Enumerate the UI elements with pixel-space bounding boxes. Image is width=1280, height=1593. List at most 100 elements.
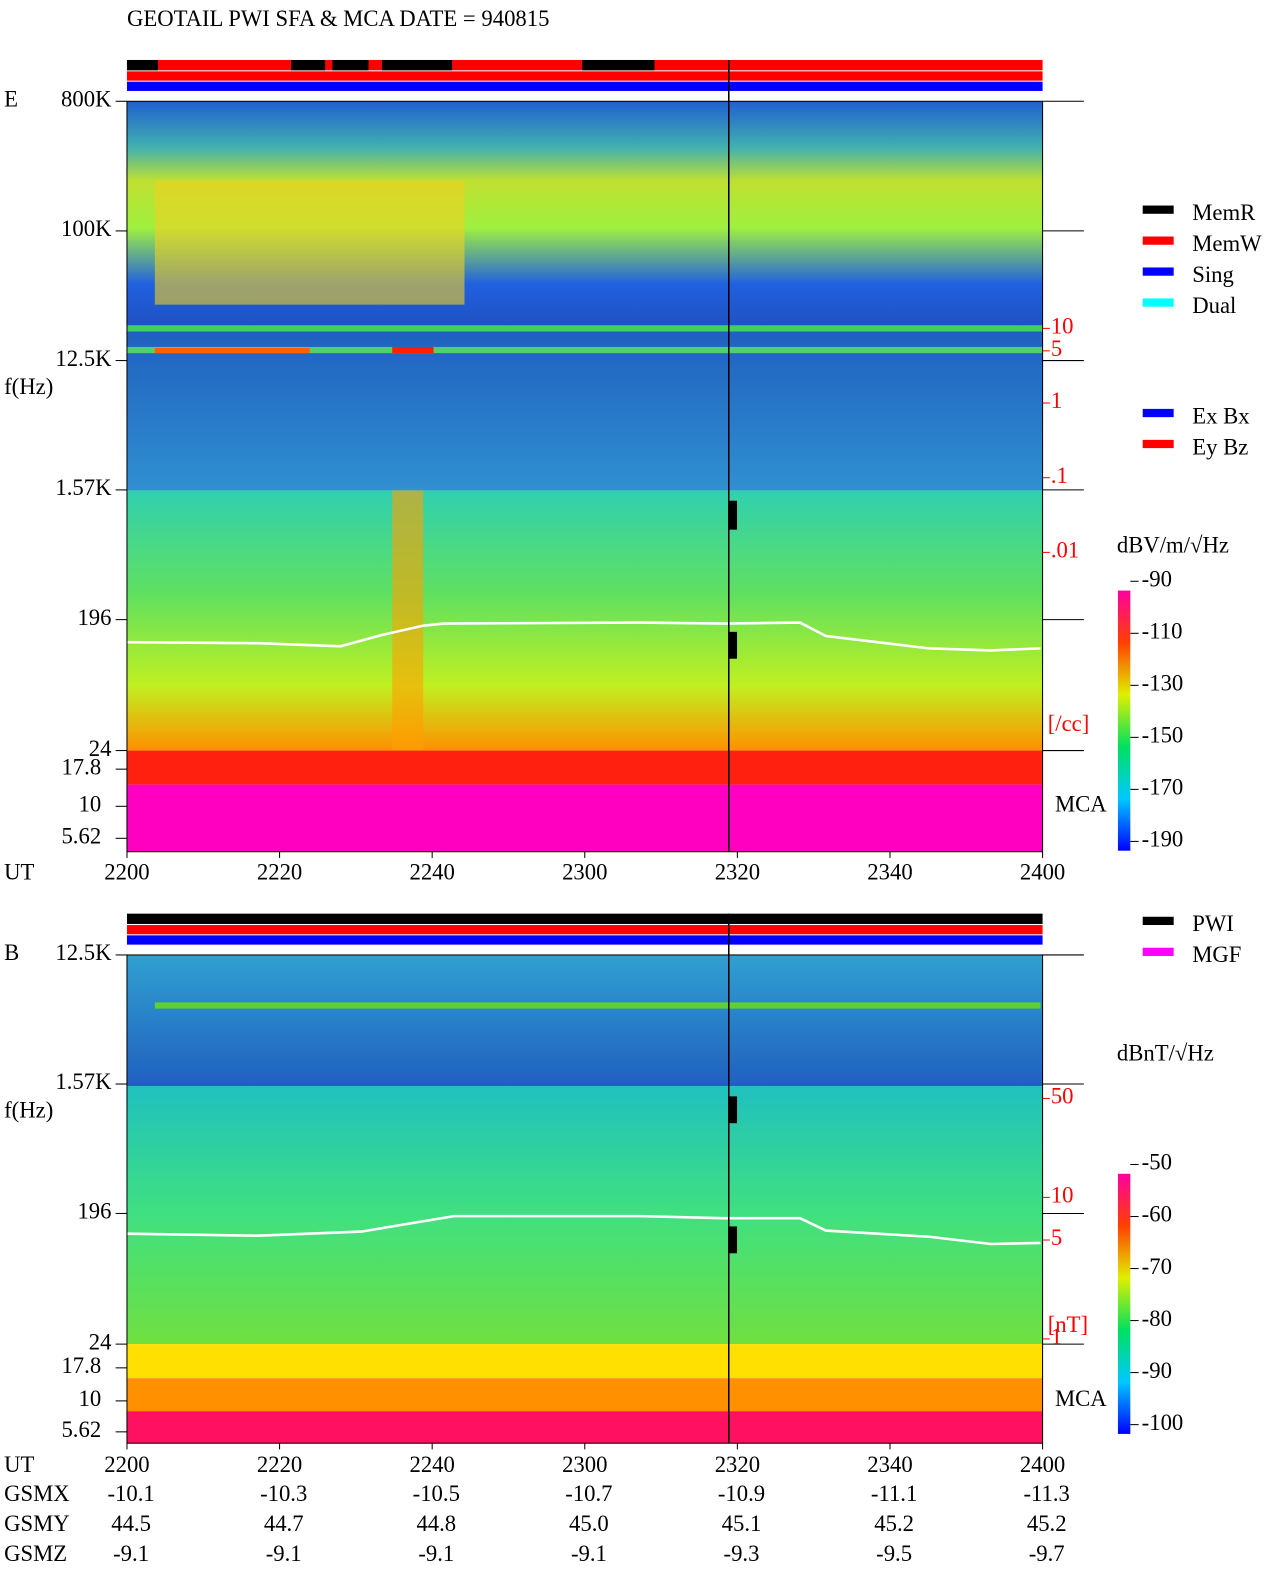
mca-label: MCA xyxy=(1055,1386,1107,1411)
y-tick-label: 24 xyxy=(89,1329,112,1354)
x-tick-label: 2200 xyxy=(104,1452,149,1477)
x-tick-label: 2240 xyxy=(409,1452,454,1477)
y-tick-label: 1.57K xyxy=(55,1069,112,1094)
right-tick-label: 5 xyxy=(1051,1225,1062,1250)
orbit-value: -10.5 xyxy=(413,1481,460,1506)
spectrogram-b xyxy=(126,913,1043,1444)
legend-label: MemR xyxy=(1192,200,1256,225)
orbit-value: -10.3 xyxy=(260,1481,307,1506)
legend-label: Sing xyxy=(1192,262,1234,287)
x-tick-label: 2240 xyxy=(409,860,454,885)
y-tick-label: 12.5K xyxy=(55,940,112,965)
spectrogram-e xyxy=(126,59,1043,852)
colorbar-tick-label: -50 xyxy=(1142,1150,1172,1175)
orbit-value: -11.1 xyxy=(871,1481,917,1506)
legend-swatch xyxy=(1142,267,1174,276)
x-tick-label: 2300 xyxy=(562,860,607,885)
right-tick-label: .1 xyxy=(1051,463,1068,488)
mca-tick-label: 5.62 xyxy=(61,1417,101,1442)
orbit-value: -10.9 xyxy=(718,1481,765,1506)
right-tick-label: 10 xyxy=(1051,314,1074,339)
plot-frame xyxy=(126,100,1044,853)
panel-label: E xyxy=(4,86,18,111)
x-tick-label: 2400 xyxy=(1020,860,1065,885)
orbit-value: 45.2 xyxy=(1027,1511,1067,1536)
orbit-value: 45.0 xyxy=(569,1511,609,1536)
colorbar-tick-label: -190 xyxy=(1142,827,1184,852)
right-unit: [/cc] xyxy=(1048,711,1090,736)
x-axis-label: UT xyxy=(4,1452,34,1477)
right-tick-label: 5 xyxy=(1051,336,1062,361)
legend-label: Dual xyxy=(1192,293,1236,318)
x-tick-label: 2320 xyxy=(715,1452,760,1477)
colorbar xyxy=(1117,590,1131,851)
right-tick-label: .01 xyxy=(1051,538,1079,563)
right-unit: [nT] xyxy=(1048,1312,1088,1337)
x-tick-label: 2200 xyxy=(104,860,149,885)
mca-tick-label: 10 xyxy=(78,1386,101,1411)
right-tick-label: 50 xyxy=(1051,1084,1074,1109)
x-tick-label: 2340 xyxy=(867,860,912,885)
mca-tick-label: 17.8 xyxy=(61,1353,101,1378)
y-tick-label: 24 xyxy=(89,736,112,761)
orbit-value: -9.1 xyxy=(571,1541,607,1566)
panel-label: B xyxy=(4,940,19,965)
orbit-value: 45.1 xyxy=(722,1511,762,1536)
legend-label: PWI xyxy=(1192,911,1234,936)
y-tick-label: 12.5K xyxy=(55,346,112,371)
colorbar-tick-label: -90 xyxy=(1142,1358,1172,1383)
legend-swatch xyxy=(1142,236,1174,245)
right-tick-label: 10 xyxy=(1051,1183,1074,1208)
orbit-value: -11.3 xyxy=(1023,1481,1069,1506)
orbit-value: -9.1 xyxy=(266,1541,302,1566)
colorbar-tick-label: -110 xyxy=(1142,619,1183,644)
y-tick-label: 100K xyxy=(61,216,112,241)
colorbar xyxy=(1117,1173,1131,1434)
x-tick-label: 2220 xyxy=(257,860,302,885)
orbit-value: -9.1 xyxy=(418,1541,454,1566)
x-tick-label: 2400 xyxy=(1020,1452,1065,1477)
x-tick-label: 2220 xyxy=(257,1452,302,1477)
legend-swatch xyxy=(1142,439,1174,449)
orbit-row-label: GSMX xyxy=(4,1481,70,1506)
colorbar-tick-label: -130 xyxy=(1142,671,1184,696)
orbit-row-label: GSMZ xyxy=(4,1541,67,1566)
colorbar-label: dBV/m/√Hz xyxy=(1117,532,1229,557)
orbit-row-label: GSMY xyxy=(4,1511,70,1536)
orbit-value: -9.1 xyxy=(113,1541,149,1566)
colorbar-tick-label: -80 xyxy=(1142,1306,1172,1331)
x-axis-label: UT xyxy=(4,860,34,885)
right-tick-label: 1 xyxy=(1051,388,1062,413)
orbit-value: -9.5 xyxy=(876,1541,912,1566)
y-tick-label: 196 xyxy=(77,605,111,630)
mca-label: MCA xyxy=(1055,792,1107,817)
y-axis-label: f(Hz) xyxy=(4,374,53,399)
x-tick-label: 2320 xyxy=(715,860,760,885)
legend-swatch xyxy=(1142,408,1174,418)
legend-swatch xyxy=(1142,916,1174,926)
colorbar-label: dBnT/√Hz xyxy=(1117,1040,1214,1065)
colorbar-tick-label: -170 xyxy=(1142,775,1184,800)
x-tick-label: 2340 xyxy=(867,1452,912,1477)
colorbar-tick-label: -90 xyxy=(1142,566,1172,591)
orbit-value: -9.7 xyxy=(1029,1541,1065,1566)
legend-label: MemW xyxy=(1192,231,1262,256)
x-tick-label: 2300 xyxy=(562,1452,607,1477)
orbit-value: 45.2 xyxy=(874,1511,914,1536)
y-axis-label: f(Hz) xyxy=(4,1098,53,1123)
title: GEOTAIL PWI SFA & MCA DATE = 940815 xyxy=(127,6,550,31)
mca-tick-label: 17.8 xyxy=(61,754,101,779)
legend-label: Ex Bx xyxy=(1192,403,1250,428)
y-tick-label: 196 xyxy=(77,1199,111,1224)
orbit-value: 44.5 xyxy=(111,1511,151,1536)
mca-tick-label: 5.62 xyxy=(61,824,101,849)
colorbar-tick-label: -150 xyxy=(1142,723,1184,748)
legend-swatch xyxy=(1142,298,1174,307)
orbit-value: 44.8 xyxy=(416,1511,456,1536)
legend-swatch xyxy=(1142,947,1174,956)
colorbar-tick-label: -60 xyxy=(1142,1202,1172,1227)
orbit-value: 44.7 xyxy=(264,1511,304,1536)
y-tick-label: 1.57K xyxy=(55,475,112,500)
